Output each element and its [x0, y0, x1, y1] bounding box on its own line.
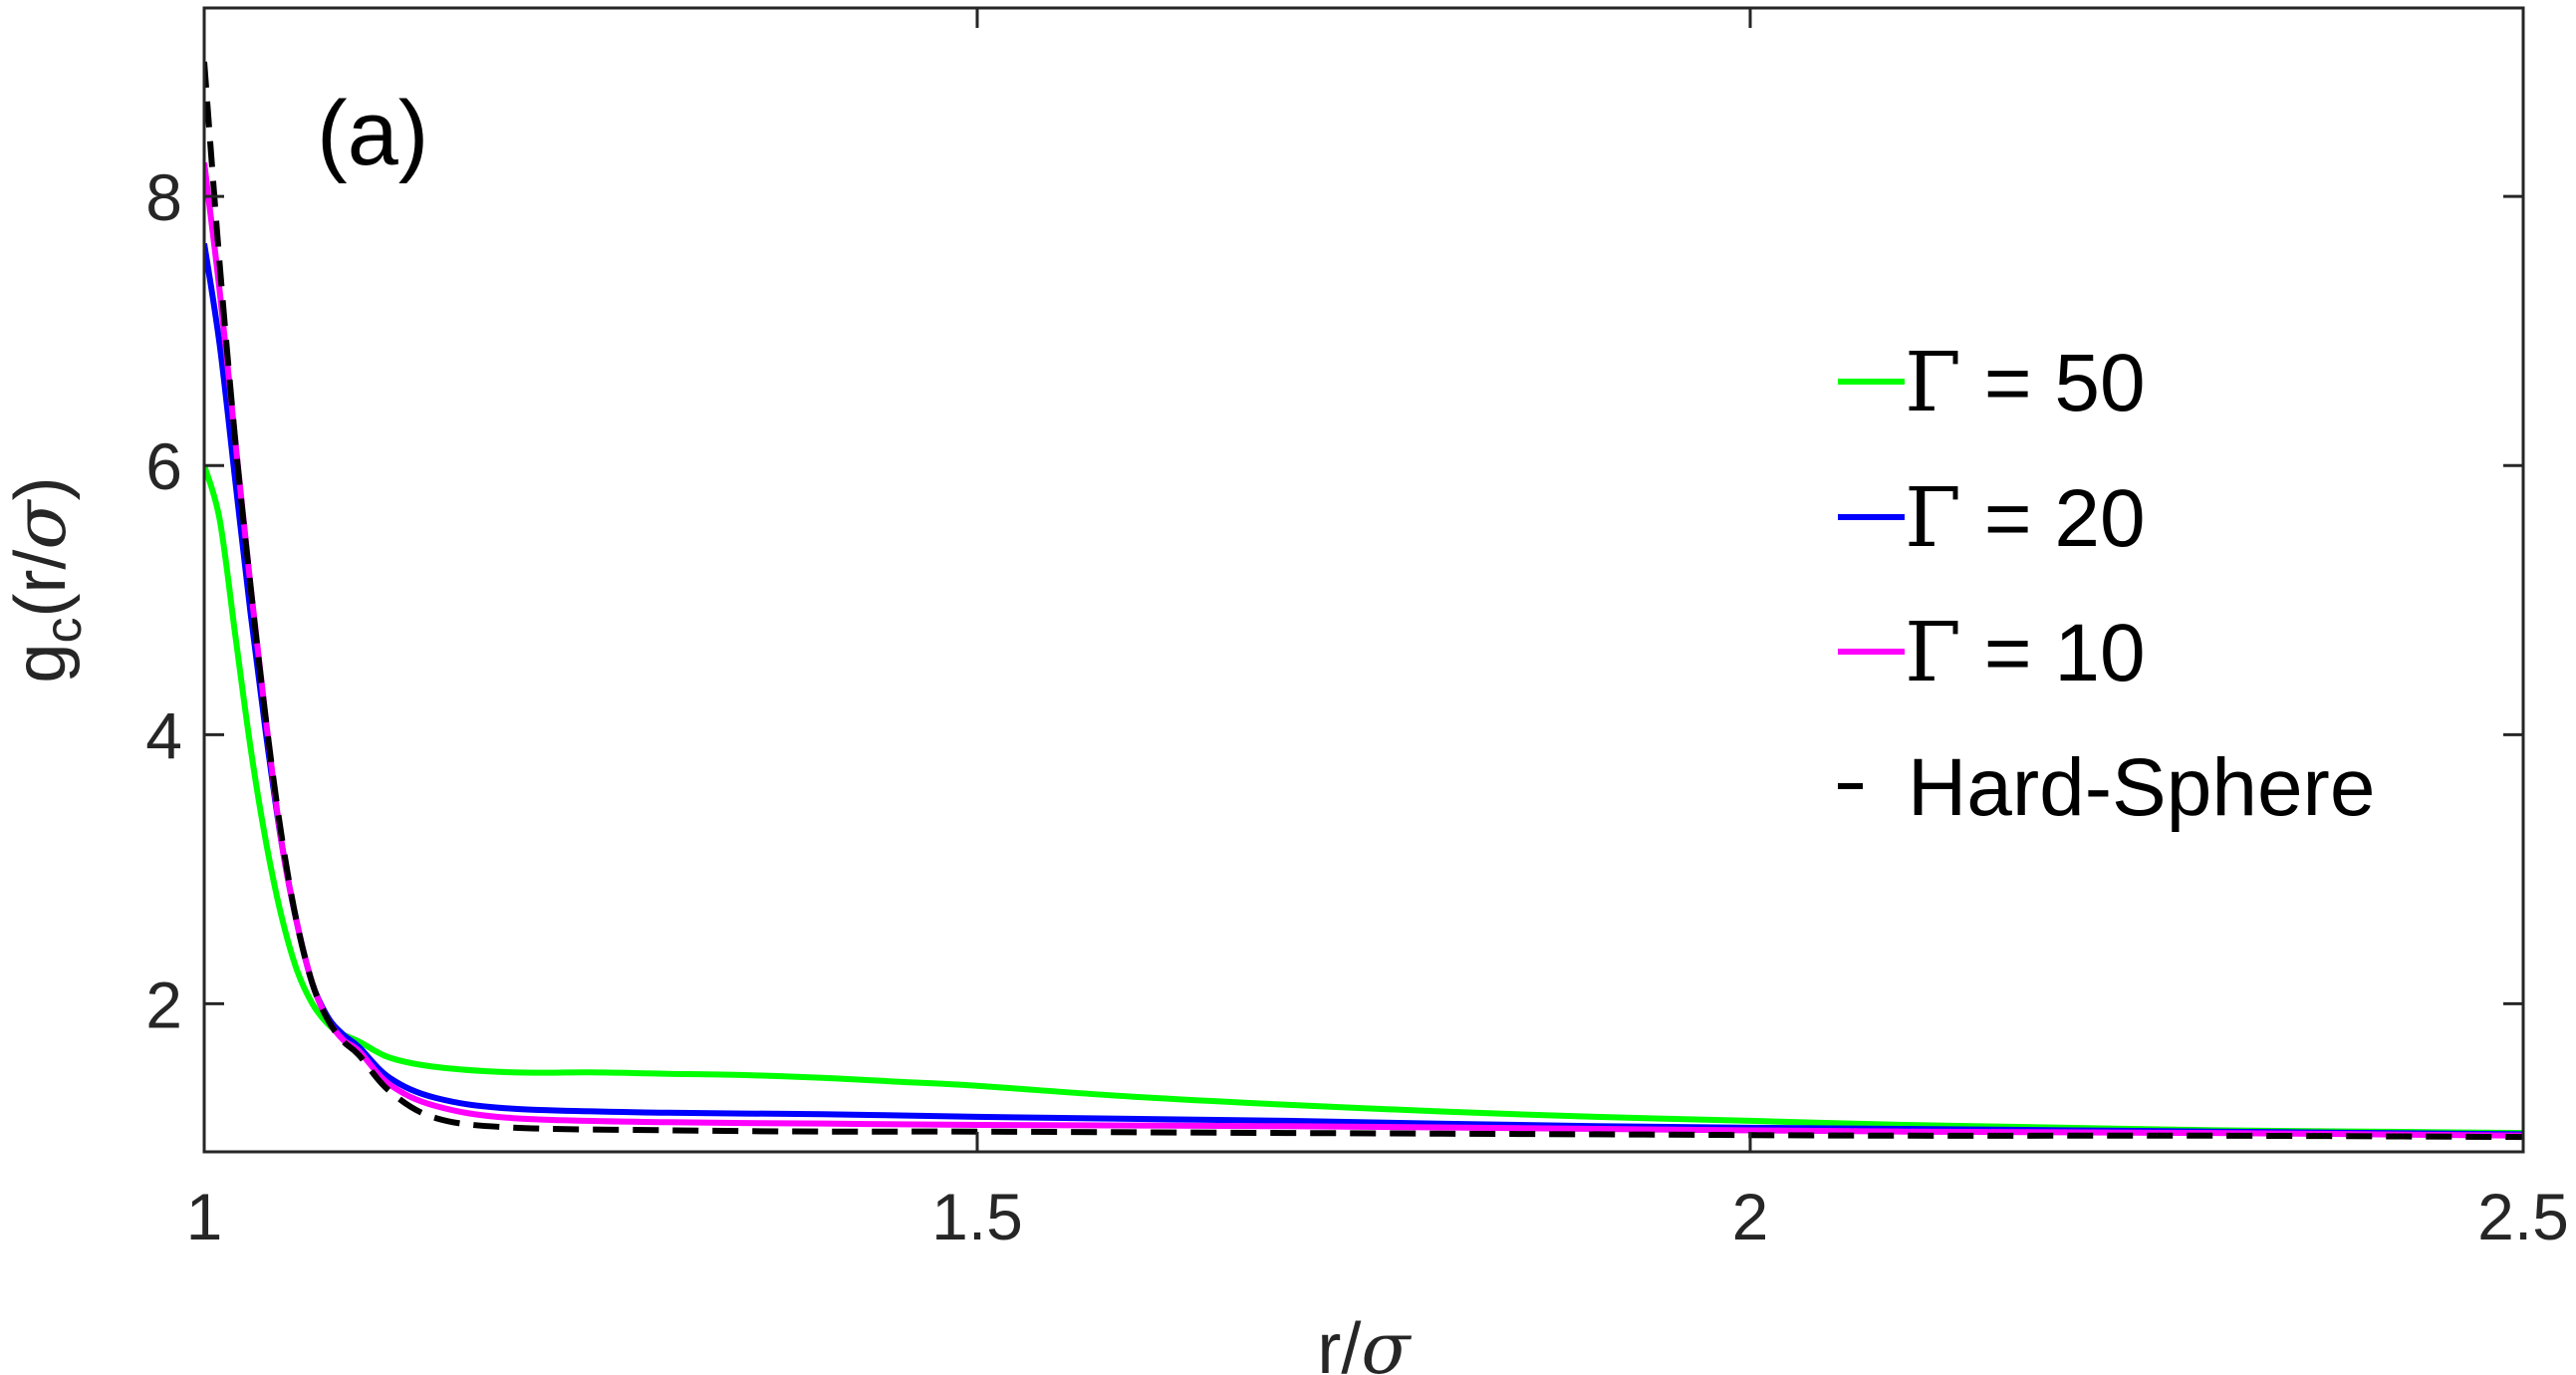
y-tick-label-2: 6	[145, 429, 182, 503]
panel-label: (a)	[317, 83, 428, 184]
plot-background	[204, 8, 2523, 1152]
legend-symbol-1: Γ	[1905, 471, 1961, 566]
y-axis-label-rest: (r/	[1, 550, 81, 618]
x-axis-label-main: r/	[1317, 1309, 1361, 1375]
y-axis-label-sigma: σ	[0, 499, 82, 550]
legend-text-2: Γ = 10	[1905, 606, 2146, 700]
legend-label-0: = 50	[1961, 338, 2146, 428]
x-tick-label-0: 1	[186, 1180, 223, 1253]
legend: Γ = 50 Γ = 20 Γ = 10 Hard-Sphere	[1838, 336, 2375, 833]
ticks-layer: 1 1.5 2 2.5 2 4 6 8	[145, 8, 2569, 1253]
legend-symbol-2: Γ	[1905, 606, 1961, 700]
plot-frame	[202, 6, 2525, 1154]
x-tick-label-2: 2	[1732, 1180, 1769, 1253]
x-tick-label-1: 1.5	[931, 1180, 1023, 1253]
legend-text-3: Hard-Sphere	[1908, 742, 2375, 833]
legend-item-2: Γ = 10	[1838, 606, 2146, 700]
legend-item-0: Γ = 50	[1838, 336, 2146, 430]
legend-text-1: Γ = 20	[1905, 471, 2146, 566]
series-line-0	[204, 464, 2523, 1137]
y-tick-label-1: 4	[145, 698, 182, 772]
legend-symbol-0: Γ	[1905, 336, 1961, 430]
y-axis-label-close: )	[1, 476, 81, 500]
legend-item-1: Γ = 20	[1838, 471, 2146, 566]
x-axis-label-sigma: σ	[1361, 1306, 1412, 1375]
y-axis-label: gc(r/σ)	[0, 476, 93, 683]
y-tick-label-0: 2	[145, 967, 182, 1041]
y-axis-label-subscript: c	[35, 618, 93, 644]
y-tick-label-3: 8	[145, 160, 182, 234]
y-axis-label-main: g	[1, 644, 81, 684]
series-layer	[204, 61, 2523, 1141]
x-tick-label-3: 2.5	[2477, 1180, 2569, 1253]
legend-label-1: = 20	[1961, 473, 2146, 564]
legend-item-3: Hard-Sphere	[1838, 742, 2375, 833]
series-line-2	[204, 161, 2523, 1139]
legend-text-0: Γ = 50	[1905, 336, 2146, 430]
legend-label-3: Hard-Sphere	[1908, 742, 2375, 833]
legend-label-2: = 10	[1961, 608, 2146, 698]
x-axis-label: r/σ	[1317, 1306, 1412, 1375]
